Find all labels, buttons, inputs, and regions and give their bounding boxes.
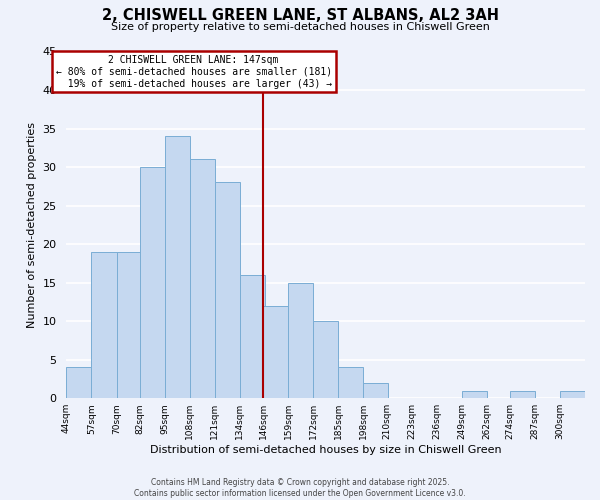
Bar [263, 306, 288, 398]
Text: Size of property relative to semi-detached houses in Chiswell Green: Size of property relative to semi-detach… [110, 22, 490, 32]
Text: Contains HM Land Registry data © Crown copyright and database right 2025.
Contai: Contains HM Land Registry data © Crown c… [134, 478, 466, 498]
Text: 2, CHISWELL GREEN LANE, ST ALBANS, AL2 3AH: 2, CHISWELL GREEN LANE, ST ALBANS, AL2 3… [101, 8, 499, 22]
Text: 2 CHISWELL GREEN LANE: 147sqm
← 80% of semi-detached houses are smaller (181)
  : 2 CHISWELL GREEN LANE: 147sqm ← 80% of s… [56, 56, 332, 88]
Bar [67, 368, 91, 398]
X-axis label: Distribution of semi-detached houses by size in Chiswell Green: Distribution of semi-detached houses by … [150, 445, 502, 455]
Bar [288, 282, 313, 398]
Bar [215, 182, 240, 398]
Bar [91, 252, 116, 398]
Bar [461, 390, 487, 398]
Bar [338, 368, 363, 398]
Bar [190, 160, 215, 398]
Bar [140, 167, 165, 398]
Bar [116, 252, 142, 398]
Bar [313, 321, 338, 398]
Bar [165, 136, 190, 398]
Bar [240, 275, 265, 398]
Bar [560, 390, 585, 398]
Bar [363, 383, 388, 398]
Y-axis label: Number of semi-detached properties: Number of semi-detached properties [27, 122, 37, 328]
Bar [510, 390, 535, 398]
